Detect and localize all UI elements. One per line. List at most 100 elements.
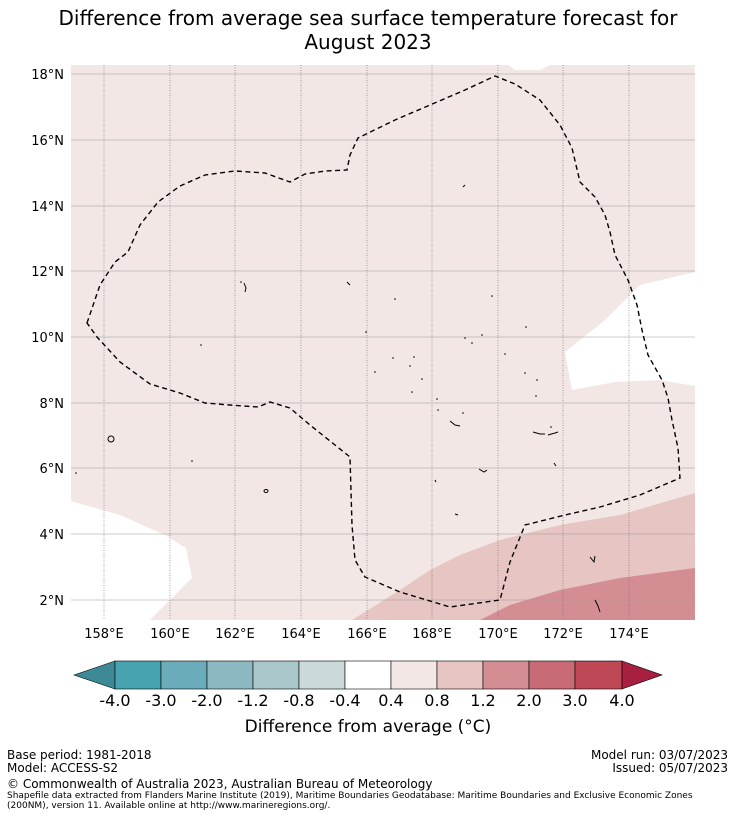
islet	[413, 356, 415, 358]
islet	[365, 331, 367, 333]
islet	[374, 371, 376, 373]
islet	[491, 295, 493, 297]
island-a	[263, 489, 269, 493]
atoll-i	[243, 282, 247, 293]
lon-tick-label: 164°E	[281, 627, 321, 642]
copyright-text: © Commonwealth of Australia 2023, Austra…	[7, 777, 433, 791]
colorbar-swatch	[160, 660, 208, 690]
eez-boundary	[86, 75, 681, 608]
atoll-l	[434, 479, 437, 483]
lat-tick-label: 4°N	[40, 528, 65, 543]
colorbar-swatch	[390, 660, 438, 690]
credit-line-2: (200NM), version 11. Available online at…	[7, 801, 331, 811]
lon-tick-label: 168°E	[412, 627, 452, 642]
islet	[436, 398, 438, 400]
islet	[504, 353, 506, 355]
islet	[75, 472, 77, 474]
islet	[462, 412, 464, 414]
islet	[409, 365, 411, 367]
lat-tick-label: 2°N	[40, 594, 65, 609]
lon-tick-label: 172°E	[543, 627, 583, 642]
model-text: Model: ACCESS-S2	[7, 761, 119, 775]
atoll-g	[594, 599, 601, 613]
islet	[394, 298, 396, 300]
islet	[524, 372, 526, 374]
colorbar-tick-label: 0.8	[424, 691, 449, 710]
atoll-h	[454, 513, 459, 516]
colorbar-swatch	[482, 660, 530, 690]
colorbar-tick-label: 4.0	[609, 691, 634, 710]
islet	[200, 344, 202, 346]
lat-tick-label: 14°N	[31, 200, 64, 215]
lon-tick-label: 166°E	[347, 627, 387, 642]
lon-tick-label: 174°E	[609, 627, 649, 642]
islets	[75, 281, 552, 474]
issued-text: Issued: 05/07/2023	[612, 761, 728, 775]
islet	[421, 378, 423, 380]
atoll-f	[589, 555, 596, 564]
colorbar-swatch	[436, 660, 484, 690]
colorbar-swatch	[574, 660, 623, 690]
colorbar-swatch	[252, 660, 300, 690]
colorbar-tick-label: 2.0	[516, 691, 541, 710]
atoll-e	[553, 462, 557, 467]
islet	[535, 395, 537, 397]
islet	[550, 426, 552, 428]
colorbar-tick-label: -2.0	[191, 691, 222, 710]
grid-lines	[103, 65, 630, 620]
islet	[464, 337, 466, 339]
colorbar-swatch	[206, 660, 254, 690]
lat-tick-label: 8°N	[40, 397, 65, 412]
colorbar-tick-label: -3.0	[145, 691, 176, 710]
anomaly-fill-12-20	[480, 568, 695, 620]
colorbar-swatch	[528, 660, 576, 690]
model-run-text: Model run: 03/07/2023	[590, 748, 728, 762]
islet	[471, 342, 473, 344]
credit-line-1: Shapefile data extracted from Flanders M…	[7, 791, 693, 801]
atoll-c	[449, 420, 461, 427]
colorbar-extend-low	[73, 660, 116, 690]
colorbar-tick-label: 0.4	[378, 691, 403, 710]
lon-tick-label: 160°E	[150, 627, 190, 642]
islet	[240, 281, 242, 283]
colorbar-tick-label: -4.0	[99, 691, 130, 710]
colorbar-tick-label: -0.8	[283, 691, 314, 710]
colorbar-ticks: -4.0 -3.0 -2.0 -1.2 -0.8 -0.4 0.4 0.8 1.…	[99, 691, 634, 710]
islet	[536, 379, 538, 381]
colorbar-tick-label: -1.2	[237, 691, 268, 710]
colorbar-swatch	[114, 660, 162, 690]
colorbar-tick-label: 1.2	[470, 691, 495, 710]
colorbar-tick-label: 3.0	[562, 691, 587, 710]
atoll-a	[532, 431, 545, 435]
island-kosrae-like	[107, 435, 115, 443]
title-line-1: Difference from average sea surface temp…	[58, 6, 678, 30]
atoll-j	[346, 281, 351, 286]
islet	[481, 334, 483, 336]
lon-tick-labels: 158°E 160°E 162°E 164°E 166°E 168°E 170°…	[84, 627, 649, 642]
base-period-text: Base period: 1981-2018	[7, 748, 152, 762]
atoll-k	[462, 184, 466, 188]
lat-tick-label: 10°N	[31, 331, 64, 346]
lat-tick-label: 6°N	[40, 462, 65, 477]
colorbar	[73, 660, 663, 690]
colorbar-swatch	[298, 660, 346, 690]
lon-tick-label: 162°E	[215, 627, 255, 642]
colorbar-extend-high	[621, 660, 663, 690]
neutral-region-east	[565, 272, 695, 390]
islet	[191, 460, 193, 462]
islet	[392, 357, 394, 359]
colorbar-swatch	[344, 660, 392, 690]
lat-tick-label: 16°N	[31, 134, 64, 149]
islet	[437, 409, 439, 411]
lat-tick-labels: 18°N 16°N 14°N 12°N 10°N 8°N 6°N 4°N 2°N	[31, 68, 64, 609]
lon-tick-label: 170°E	[478, 627, 518, 642]
neutral-region-west	[71, 501, 192, 620]
islands	[107, 184, 601, 613]
atoll-b	[547, 431, 559, 436]
map-title: Difference from average sea surface temp…	[0, 6, 736, 54]
lon-tick-label: 158°E	[84, 627, 124, 642]
islet	[411, 391, 413, 393]
title-line-2: August 2023	[304, 30, 432, 54]
lat-tick-label: 12°N	[31, 265, 64, 280]
